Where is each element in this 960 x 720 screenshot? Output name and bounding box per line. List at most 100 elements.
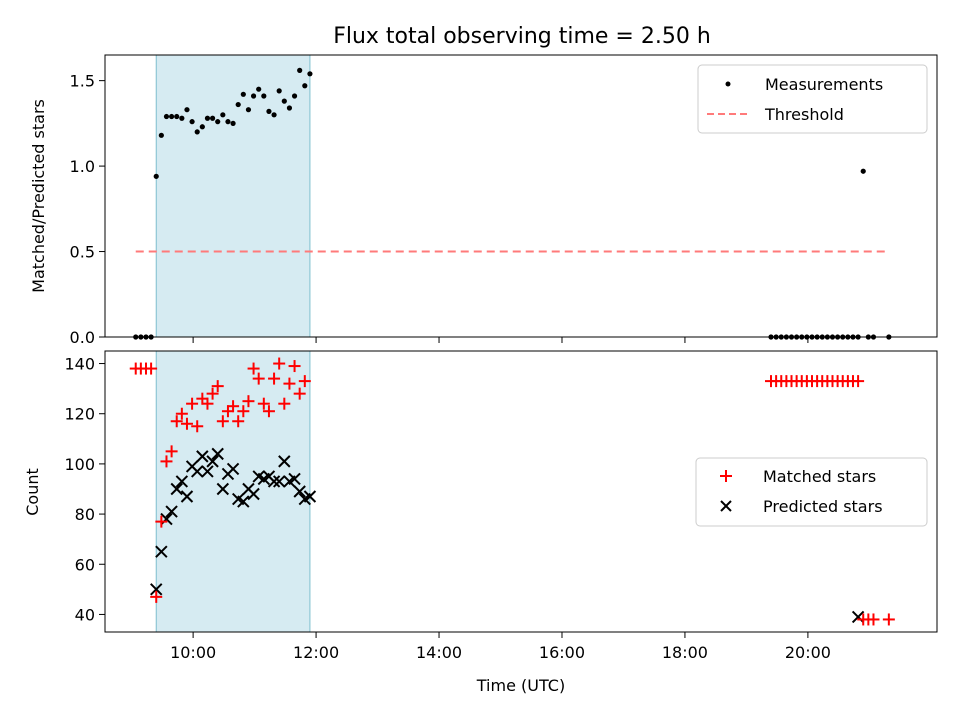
- predicted-point: [175, 475, 189, 488]
- matched-point: [278, 397, 291, 410]
- predicted-point: [237, 495, 250, 508]
- legend-predicted-marker: [720, 500, 732, 512]
- measurement-point: [184, 107, 190, 113]
- legend-measurements-marker: [725, 81, 731, 87]
- matched-point: [257, 397, 270, 410]
- predicted-point: [191, 465, 204, 478]
- predicted-point: [288, 472, 301, 486]
- measurement-point: [153, 173, 159, 179]
- measurement-point: [204, 115, 211, 121]
- bottom-axes-frame: [104, 350, 938, 633]
- top-ytick-label: 0.5: [70, 243, 95, 262]
- matched-point: [273, 357, 286, 370]
- measurement-point: [225, 119, 231, 125]
- predicted-point: [226, 462, 240, 476]
- chart-title: Flux total observing time = 2.50 h: [333, 24, 711, 49]
- predicted-point: [196, 450, 209, 463]
- measurement-point: [215, 119, 221, 125]
- bottom-xtick-label: 12:00: [293, 643, 339, 662]
- predicted-point: [155, 545, 168, 558]
- measurement-point: [261, 93, 267, 99]
- matched-point: [268, 372, 281, 385]
- legend-threshold-label: Threshold: [764, 105, 844, 124]
- measurement-point: [291, 93, 298, 99]
- bottom-ytick-label: 140: [64, 355, 95, 374]
- matched-point: [180, 417, 193, 430]
- matched-point: [247, 362, 260, 375]
- predicted-point: [165, 505, 178, 518]
- matched-point: [196, 392, 209, 405]
- predicted-point: [170, 482, 183, 496]
- matched-point: [237, 405, 250, 418]
- measurement-point: [266, 108, 272, 114]
- matched-point: [867, 613, 880, 626]
- measurement-point: [220, 112, 226, 118]
- matched-point: [221, 405, 234, 418]
- bottom-xtick-label: 20:00: [785, 643, 831, 662]
- bottom-xtick-label: 16:00: [539, 643, 585, 662]
- matched-point: [160, 455, 173, 468]
- top-legend-box: [697, 64, 928, 134]
- predicted-point: [201, 465, 214, 478]
- bottom-panel: 40 60 80 100 120 140 10:00 12:00 14:00 16:00 18:0…: [23, 350, 938, 695]
- legend-matched-label: Matched stars: [763, 467, 876, 486]
- measurement-point: [271, 112, 277, 118]
- matched-point: [191, 420, 204, 433]
- measurement-point: [245, 107, 252, 113]
- matched-point: [852, 375, 865, 388]
- legend-measurements-label: Measurements: [765, 75, 883, 94]
- predicted-point: [247, 487, 260, 501]
- matched-point: [242, 395, 255, 408]
- bottom-xlabel: Time (UTC): [476, 676, 565, 695]
- bottom-ytick-label: 80: [75, 505, 95, 524]
- predicted-point: [267, 475, 281, 488]
- predicted-point: [216, 482, 230, 496]
- matched-point: [882, 613, 895, 626]
- top-axes-frame: [104, 54, 938, 338]
- bottom-xtick-label: 18:00: [662, 643, 708, 662]
- matched-point: [293, 387, 306, 400]
- legend-matched-marker: [720, 470, 732, 482]
- measurement-point: [286, 105, 293, 111]
- measurement-point: [179, 115, 185, 121]
- matched-point: [186, 397, 199, 410]
- top-observing-window: [155, 54, 311, 338]
- top-ytick-label: 1.0: [70, 157, 95, 176]
- measurement-point: [307, 71, 313, 77]
- measurement-point: [169, 113, 175, 120]
- measurement-point: [297, 67, 303, 73]
- matched-point: [252, 372, 265, 385]
- measurement-point: [209, 115, 216, 121]
- measurement-point: [189, 119, 195, 125]
- matched-point: [206, 387, 219, 400]
- predicted-point: [272, 475, 286, 488]
- bottom-legend: Matched stars Predicted stars: [695, 457, 928, 527]
- top-panel: 0.0 0.5 1.0 1.5 Matched/Predicted stars Mea…: [29, 54, 938, 347]
- predicted-point: [293, 485, 306, 498]
- matched-point: [175, 407, 188, 420]
- bottom-xtick-label: 14:00: [416, 643, 462, 662]
- measurement-point: [199, 124, 205, 130]
- bottom-ytick-label: 120: [64, 405, 95, 424]
- bottom-ytick-label: 60: [75, 555, 95, 574]
- matched-point: [211, 380, 224, 393]
- top-legend: Measurements Threshold: [697, 64, 928, 134]
- bottom-ytick-label: 100: [64, 455, 95, 474]
- measurement-point: [174, 113, 180, 120]
- predicted-point: [160, 512, 173, 526]
- matched-point: [145, 362, 158, 375]
- measurement-point: [302, 83, 308, 89]
- measurement-point: [163, 113, 170, 120]
- measurement-point: [194, 129, 200, 135]
- predicted-point: [278, 455, 291, 468]
- matched-point: [262, 405, 275, 418]
- bottom-ytick-label: 40: [75, 605, 95, 624]
- measurement-point: [256, 86, 262, 92]
- measurement-point: [235, 101, 241, 108]
- bottom-xtick-label: 10:00: [170, 643, 216, 662]
- matched-point: [201, 397, 214, 410]
- predicted-point: [180, 490, 194, 503]
- measurement-point: [230, 120, 236, 126]
- measurement-point: [240, 91, 246, 97]
